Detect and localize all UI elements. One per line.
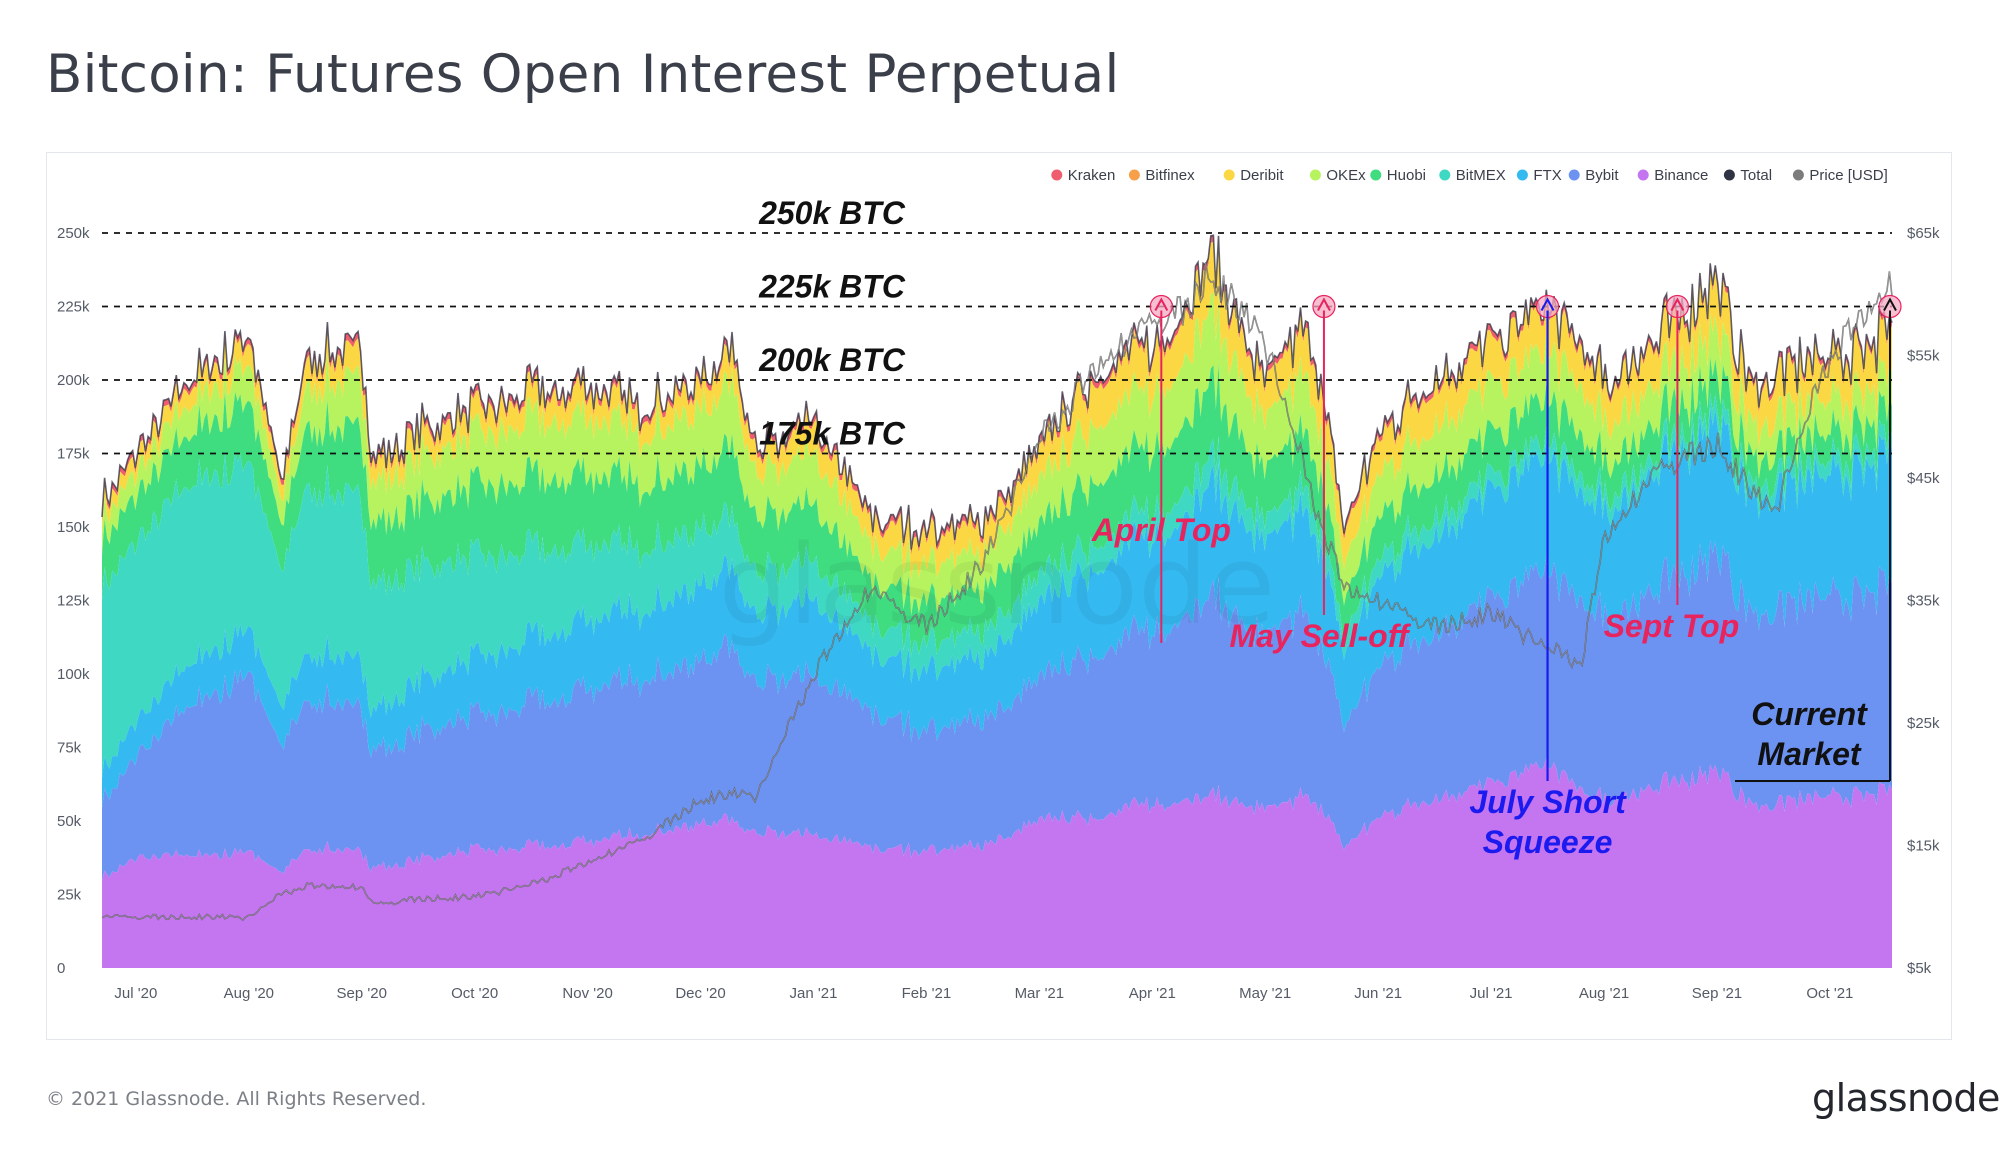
legend-item-label: Total (1740, 167, 1772, 184)
reference-line-label: 250k BTC (758, 195, 906, 231)
arrow-head (1317, 297, 1331, 311)
annotation-july-line2: Squeeze (1483, 824, 1613, 860)
price-line-highlight (101, 261, 1893, 921)
area-deribit (102, 242, 1892, 581)
y-left-tick-label: 200k (57, 372, 90, 389)
x-tick-label: Jul '21 (1470, 985, 1513, 1002)
arrow-head (1540, 297, 1555, 311)
legend-dot (1516, 169, 1528, 181)
annotations: April Top May Sell-off July Short Squeeze Se… (1091, 294, 1902, 860)
reference-line-label: 200k BTC (758, 342, 906, 378)
reference-line-label: 225k BTC (758, 269, 906, 305)
y-right-tick-label: $15k (1907, 838, 1940, 855)
x-tick-label: Nov '20 (562, 985, 612, 1002)
legend: Price [USD] Total Binance Bybit FTX BitMEX Huo… (1051, 167, 1888, 184)
area-huobi (102, 357, 1892, 657)
area-ftx (102, 407, 1892, 808)
x-tick-label: Sep '21 (1692, 985, 1742, 1002)
legend-item-label: Binance (1654, 167, 1708, 184)
stacked-areas (102, 235, 1892, 968)
y-left-tick-label: 25k (57, 887, 82, 904)
legend-dot (1439, 169, 1451, 181)
x-tick-label: Dec '20 (675, 985, 725, 1002)
arrow-head (1154, 297, 1169, 311)
legend-item-label: BitMEX (1456, 167, 1506, 184)
legend-item-label: Deribit (1240, 167, 1284, 184)
y-right-tick-label: $55k (1907, 348, 1940, 365)
x-tick-label: Apr '21 (1129, 985, 1176, 1002)
legend-dot (1792, 169, 1804, 181)
arrow-head (1670, 297, 1685, 311)
price-line (101, 261, 1893, 922)
y-left-tick-label: 0 (57, 960, 65, 977)
x-tick-label: Aug '20 (224, 985, 274, 1002)
y-right-tick-label: $65k (1907, 225, 1940, 242)
y-right-tick-label: $45k (1907, 470, 1940, 487)
x-tick-label: Sep '20 (337, 985, 387, 1002)
legend-dot (1223, 169, 1235, 181)
y-right-tick-label: $35k (1907, 593, 1940, 610)
arrow-head (1883, 297, 1897, 311)
copyright-text: © 2021 Glassnode. All Rights Reserved. (46, 1088, 427, 1110)
annotation-april-top: April Top (1091, 512, 1231, 548)
y-right-tick-label: $5k (1907, 960, 1932, 977)
legend-dot (1128, 169, 1140, 181)
x-tick-label: Oct '20 (451, 985, 498, 1002)
y-left-tick-label: 100k (57, 666, 90, 683)
page-title: Bitcoin: Futures Open Interest Perpetual (46, 44, 1120, 105)
legend-dot (1568, 169, 1580, 181)
x-tick-label: Jan '21 (790, 985, 838, 1002)
y-left-tick-label: 50k (57, 813, 82, 830)
x-tick-label: Jul '20 (114, 985, 157, 1002)
legend-dot (1370, 169, 1382, 181)
x-tick-label: Mar '21 (1015, 985, 1065, 1002)
y-left-tick-label: 150k (57, 519, 90, 536)
legend-dot (1309, 169, 1321, 181)
legend-dot (1051, 169, 1063, 181)
watermark: glassnode (719, 521, 1276, 649)
area-okex (102, 292, 1892, 616)
legend-item-label: Huobi (1387, 167, 1426, 184)
y-left-tick-label: 175k (57, 446, 90, 463)
legend-item-label: Bitfinex (1145, 167, 1195, 184)
x-tick-label: Oct '21 (1806, 985, 1853, 1002)
area-bitmex (102, 392, 1892, 779)
area-binance (102, 758, 1892, 968)
annotation-current-line2: Market (1757, 736, 1862, 772)
legend-item-label: Price [USD] (1809, 167, 1887, 184)
x-tick-label: Jun '21 (1354, 985, 1402, 1002)
legend-item-label: Kraken (1068, 167, 1116, 184)
x-tick-label: Feb '21 (902, 985, 952, 1002)
chart-frame: glassnode 0 25k 50k 75k 100k 125k 150k 175k 200k 2… (46, 152, 1952, 1040)
x-tick-label: May '21 (1239, 985, 1291, 1002)
y-left-tick-label: 75k (57, 740, 82, 757)
y-left-tick-label: 250k (57, 225, 90, 242)
y-left-tick-label: 125k (57, 593, 90, 610)
annotation-sept-top: Sept Top (1604, 608, 1740, 644)
legend-dot (1723, 169, 1735, 181)
total-line (101, 234, 1893, 550)
legend-dot (1637, 169, 1649, 181)
y-left-tick-label: 225k (57, 299, 90, 316)
legend-item-label: Bybit (1585, 167, 1619, 184)
legend-item-label: OKEx (1326, 167, 1366, 184)
brand-logo[interactable]: glassnode (1812, 1076, 2000, 1120)
annotation-may-selloff: May Sell-off (1229, 618, 1411, 654)
legend-item-label: FTX (1533, 167, 1561, 184)
y-right-tick-label: $25k (1907, 715, 1940, 732)
reference-line-label: 175k BTC (759, 416, 906, 452)
annotation-current-line1: Current (1751, 696, 1868, 732)
chart: glassnode 0 25k 50k 75k 100k 125k 150k 175k 200k 2… (57, 167, 1940, 1002)
annotation-july-line1: July Short (1469, 784, 1627, 820)
x-tick-label: Aug '21 (1579, 985, 1629, 1002)
